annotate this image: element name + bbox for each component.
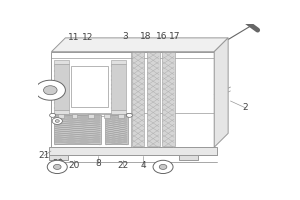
- Bar: [104, 114, 110, 118]
- Bar: [111, 110, 126, 114]
- Bar: [54, 115, 101, 144]
- Circle shape: [126, 113, 132, 117]
- Text: 18: 18: [140, 32, 152, 41]
- Text: 11: 11: [68, 33, 79, 42]
- Circle shape: [44, 86, 57, 95]
- Bar: [118, 114, 124, 118]
- Text: 21: 21: [38, 151, 50, 160]
- Bar: [71, 66, 108, 107]
- Bar: [58, 114, 64, 118]
- Bar: [132, 52, 145, 146]
- Circle shape: [159, 164, 167, 169]
- Circle shape: [53, 164, 61, 169]
- Text: 12: 12: [82, 33, 93, 42]
- Text: 4: 4: [140, 161, 146, 170]
- Circle shape: [50, 113, 56, 117]
- Text: 2: 2: [243, 103, 248, 112]
- Bar: [88, 114, 94, 118]
- Bar: [54, 110, 69, 114]
- Text: 16: 16: [156, 32, 168, 41]
- Bar: [147, 52, 160, 146]
- Text: 22: 22: [117, 161, 129, 170]
- Text: 17: 17: [169, 32, 180, 41]
- Bar: [49, 155, 68, 160]
- Polygon shape: [52, 38, 228, 52]
- Bar: [54, 60, 69, 64]
- Text: 3: 3: [122, 32, 128, 41]
- Bar: [54, 64, 69, 110]
- Bar: [111, 64, 126, 110]
- Polygon shape: [214, 38, 228, 147]
- Bar: [162, 52, 175, 146]
- Text: 23: 23: [52, 159, 64, 168]
- Text: 8: 8: [95, 159, 101, 168]
- Bar: [111, 60, 126, 64]
- Circle shape: [52, 118, 62, 124]
- Bar: [179, 155, 198, 160]
- Bar: [72, 114, 77, 118]
- Text: 20: 20: [68, 161, 80, 170]
- Circle shape: [47, 160, 67, 174]
- Circle shape: [153, 160, 173, 174]
- Bar: [52, 52, 214, 147]
- Bar: [49, 147, 217, 155]
- Circle shape: [55, 120, 59, 122]
- Circle shape: [35, 80, 65, 100]
- Bar: [105, 115, 128, 144]
